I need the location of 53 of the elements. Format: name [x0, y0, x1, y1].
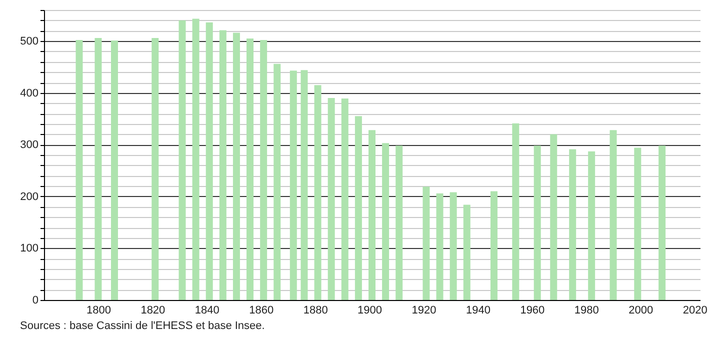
bar — [436, 193, 444, 300]
bar — [534, 146, 541, 300]
bar — [463, 204, 470, 300]
bar — [300, 70, 308, 300]
bar — [290, 70, 297, 300]
bar — [219, 30, 226, 300]
bar — [634, 148, 642, 300]
bar — [232, 32, 240, 300]
bar — [396, 146, 403, 300]
y-tick-label: 400 — [20, 87, 38, 100]
x-tick-label: 1840 — [194, 304, 220, 316]
x-tick-label: 1880 — [303, 304, 328, 316]
bar — [206, 22, 213, 300]
x-tick-label: 1900 — [358, 304, 382, 316]
source-note: Sources : base Cassini de l'EHESS et base Insee. — [20, 320, 265, 332]
bar — [588, 151, 596, 300]
y-tick-label: 200 — [20, 190, 38, 203]
x-tick-label: 1940 — [466, 304, 490, 316]
x-tick-label: 1860 — [249, 304, 274, 316]
y-tick-label: 0 — [32, 294, 38, 306]
bar — [94, 38, 102, 300]
y-tick-label: 300 — [20, 139, 38, 152]
bar — [246, 38, 254, 300]
bar — [382, 143, 390, 300]
x-tick-label: 2020 — [682, 304, 708, 316]
x-tick-label: 2000 — [628, 304, 654, 316]
x-tick-label: 1960 — [520, 304, 545, 316]
bar — [354, 116, 362, 300]
bar — [490, 191, 498, 300]
bar — [569, 149, 576, 300]
bar — [274, 64, 281, 300]
bar — [260, 40, 268, 300]
bar — [328, 98, 335, 300]
bar — [178, 20, 186, 300]
y-tick-label: 100 — [20, 242, 38, 255]
x-tick-label: 1800 — [86, 304, 111, 316]
bar — [450, 192, 457, 300]
bar — [422, 186, 430, 300]
bar — [152, 38, 159, 300]
bar — [341, 98, 348, 300]
bar — [76, 40, 83, 300]
bar — [110, 40, 118, 300]
bar — [314, 85, 322, 300]
bar — [550, 134, 558, 300]
bar — [368, 130, 376, 300]
y-tick-label: 500 — [20, 36, 38, 48]
bar — [512, 123, 520, 300]
x-tick-label: 1980 — [574, 304, 599, 316]
bar — [192, 18, 200, 300]
x-tick-label: 1820 — [140, 304, 166, 316]
x-tick-label: 1920 — [412, 304, 436, 316]
bar — [658, 146, 666, 300]
bar — [610, 130, 617, 300]
